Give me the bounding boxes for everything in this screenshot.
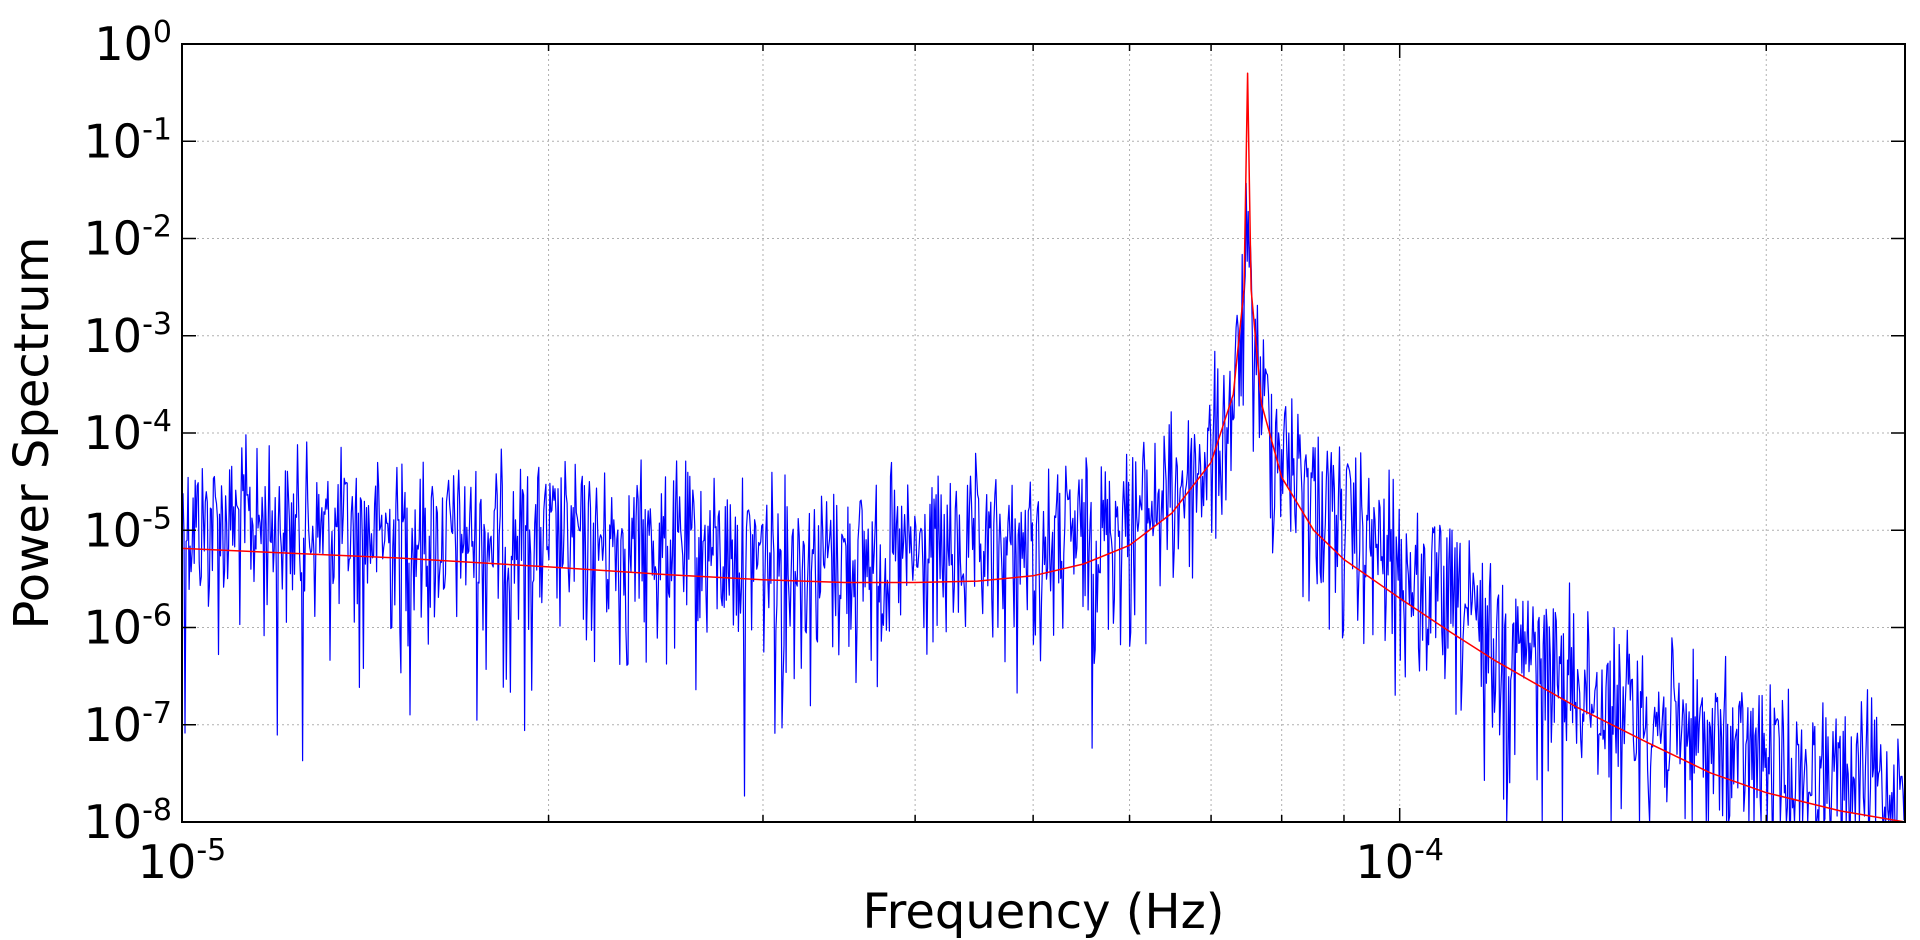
y-tick-label: 100 — [94, 15, 172, 71]
y-tick-label: 10-1 — [84, 112, 172, 168]
y-tick-label: 10-4 — [84, 404, 172, 460]
series-line-blue — [181, 182, 1906, 823]
y-tick-label: 10-7 — [84, 696, 172, 752]
x-tick-label: 10-4 — [1355, 833, 1443, 889]
y-tick-label: 10-8 — [84, 793, 172, 849]
y-axis-title: Power Spectrum — [4, 237, 60, 630]
y-tick-label: 10-5 — [84, 501, 172, 557]
y-tick-label: 10-3 — [84, 307, 172, 363]
y-tick-label: 10-6 — [84, 599, 172, 655]
y-tick-label: 10-2 — [84, 210, 172, 266]
axis-ticks: 10-5 10-4 100 10-1 10-2 10-3 10-4 10-5 10-6 10-7 1… — [84, 15, 1905, 889]
x-axis-title: Frequency (Hz) — [863, 884, 1225, 940]
series-layer — [181, 72, 1906, 823]
series-line-red — [181, 72, 1906, 823]
x-tick-label: 10-5 — [138, 833, 226, 889]
